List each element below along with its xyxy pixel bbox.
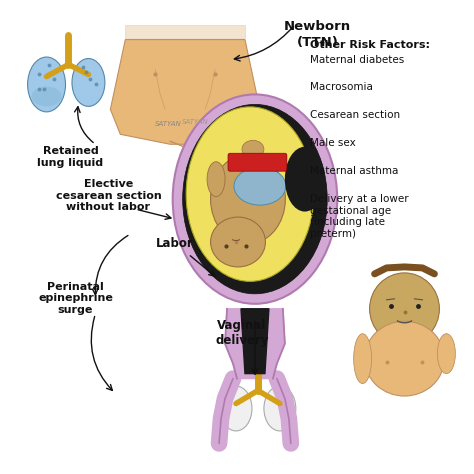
Ellipse shape [72,58,105,106]
Polygon shape [241,309,269,374]
Ellipse shape [210,217,265,267]
FancyBboxPatch shape [228,153,287,171]
Ellipse shape [210,154,285,244]
Ellipse shape [182,104,327,294]
Ellipse shape [264,386,296,431]
Text: Maternal diabetes: Maternal diabetes [310,55,404,64]
Text: Other Risk Factors:: Other Risk Factors: [310,40,430,50]
Text: Newborn
(TTN): Newborn (TTN) [284,19,351,49]
Polygon shape [110,40,260,144]
Ellipse shape [242,140,264,158]
Text: Perinatal
epinephrine
surge: Perinatal epinephrine surge [38,282,113,315]
Ellipse shape [173,94,337,304]
Text: Cesarean section: Cesarean section [310,110,400,120]
Text: Male sex: Male sex [310,138,356,148]
Ellipse shape [234,167,286,205]
Ellipse shape [207,162,225,197]
Ellipse shape [186,107,314,282]
Text: Macrosomia: Macrosomia [310,82,373,92]
Ellipse shape [365,321,445,396]
Ellipse shape [220,386,252,431]
Text: SATYAN: SATYAN [182,119,209,125]
Text: Labor: Labor [156,237,194,250]
Ellipse shape [27,57,65,112]
Ellipse shape [32,86,62,106]
Ellipse shape [285,147,325,211]
Ellipse shape [354,334,372,383]
Text: Delivery at a lower
gestational age
(including late
preterm): Delivery at a lower gestational age (inc… [310,194,409,239]
Text: Maternal asthma: Maternal asthma [310,166,398,176]
Text: Retained
lung liquid: Retained lung liquid [37,146,103,168]
Text: Elective
cesarean section
without labor: Elective cesarean section without labor [55,179,161,212]
Text: Vaginal
delivery: Vaginal delivery [215,319,269,347]
Ellipse shape [370,273,439,345]
Polygon shape [125,25,245,37]
Ellipse shape [438,334,456,374]
Polygon shape [225,309,285,379]
Text: SATYAN: SATYAN [155,121,182,128]
